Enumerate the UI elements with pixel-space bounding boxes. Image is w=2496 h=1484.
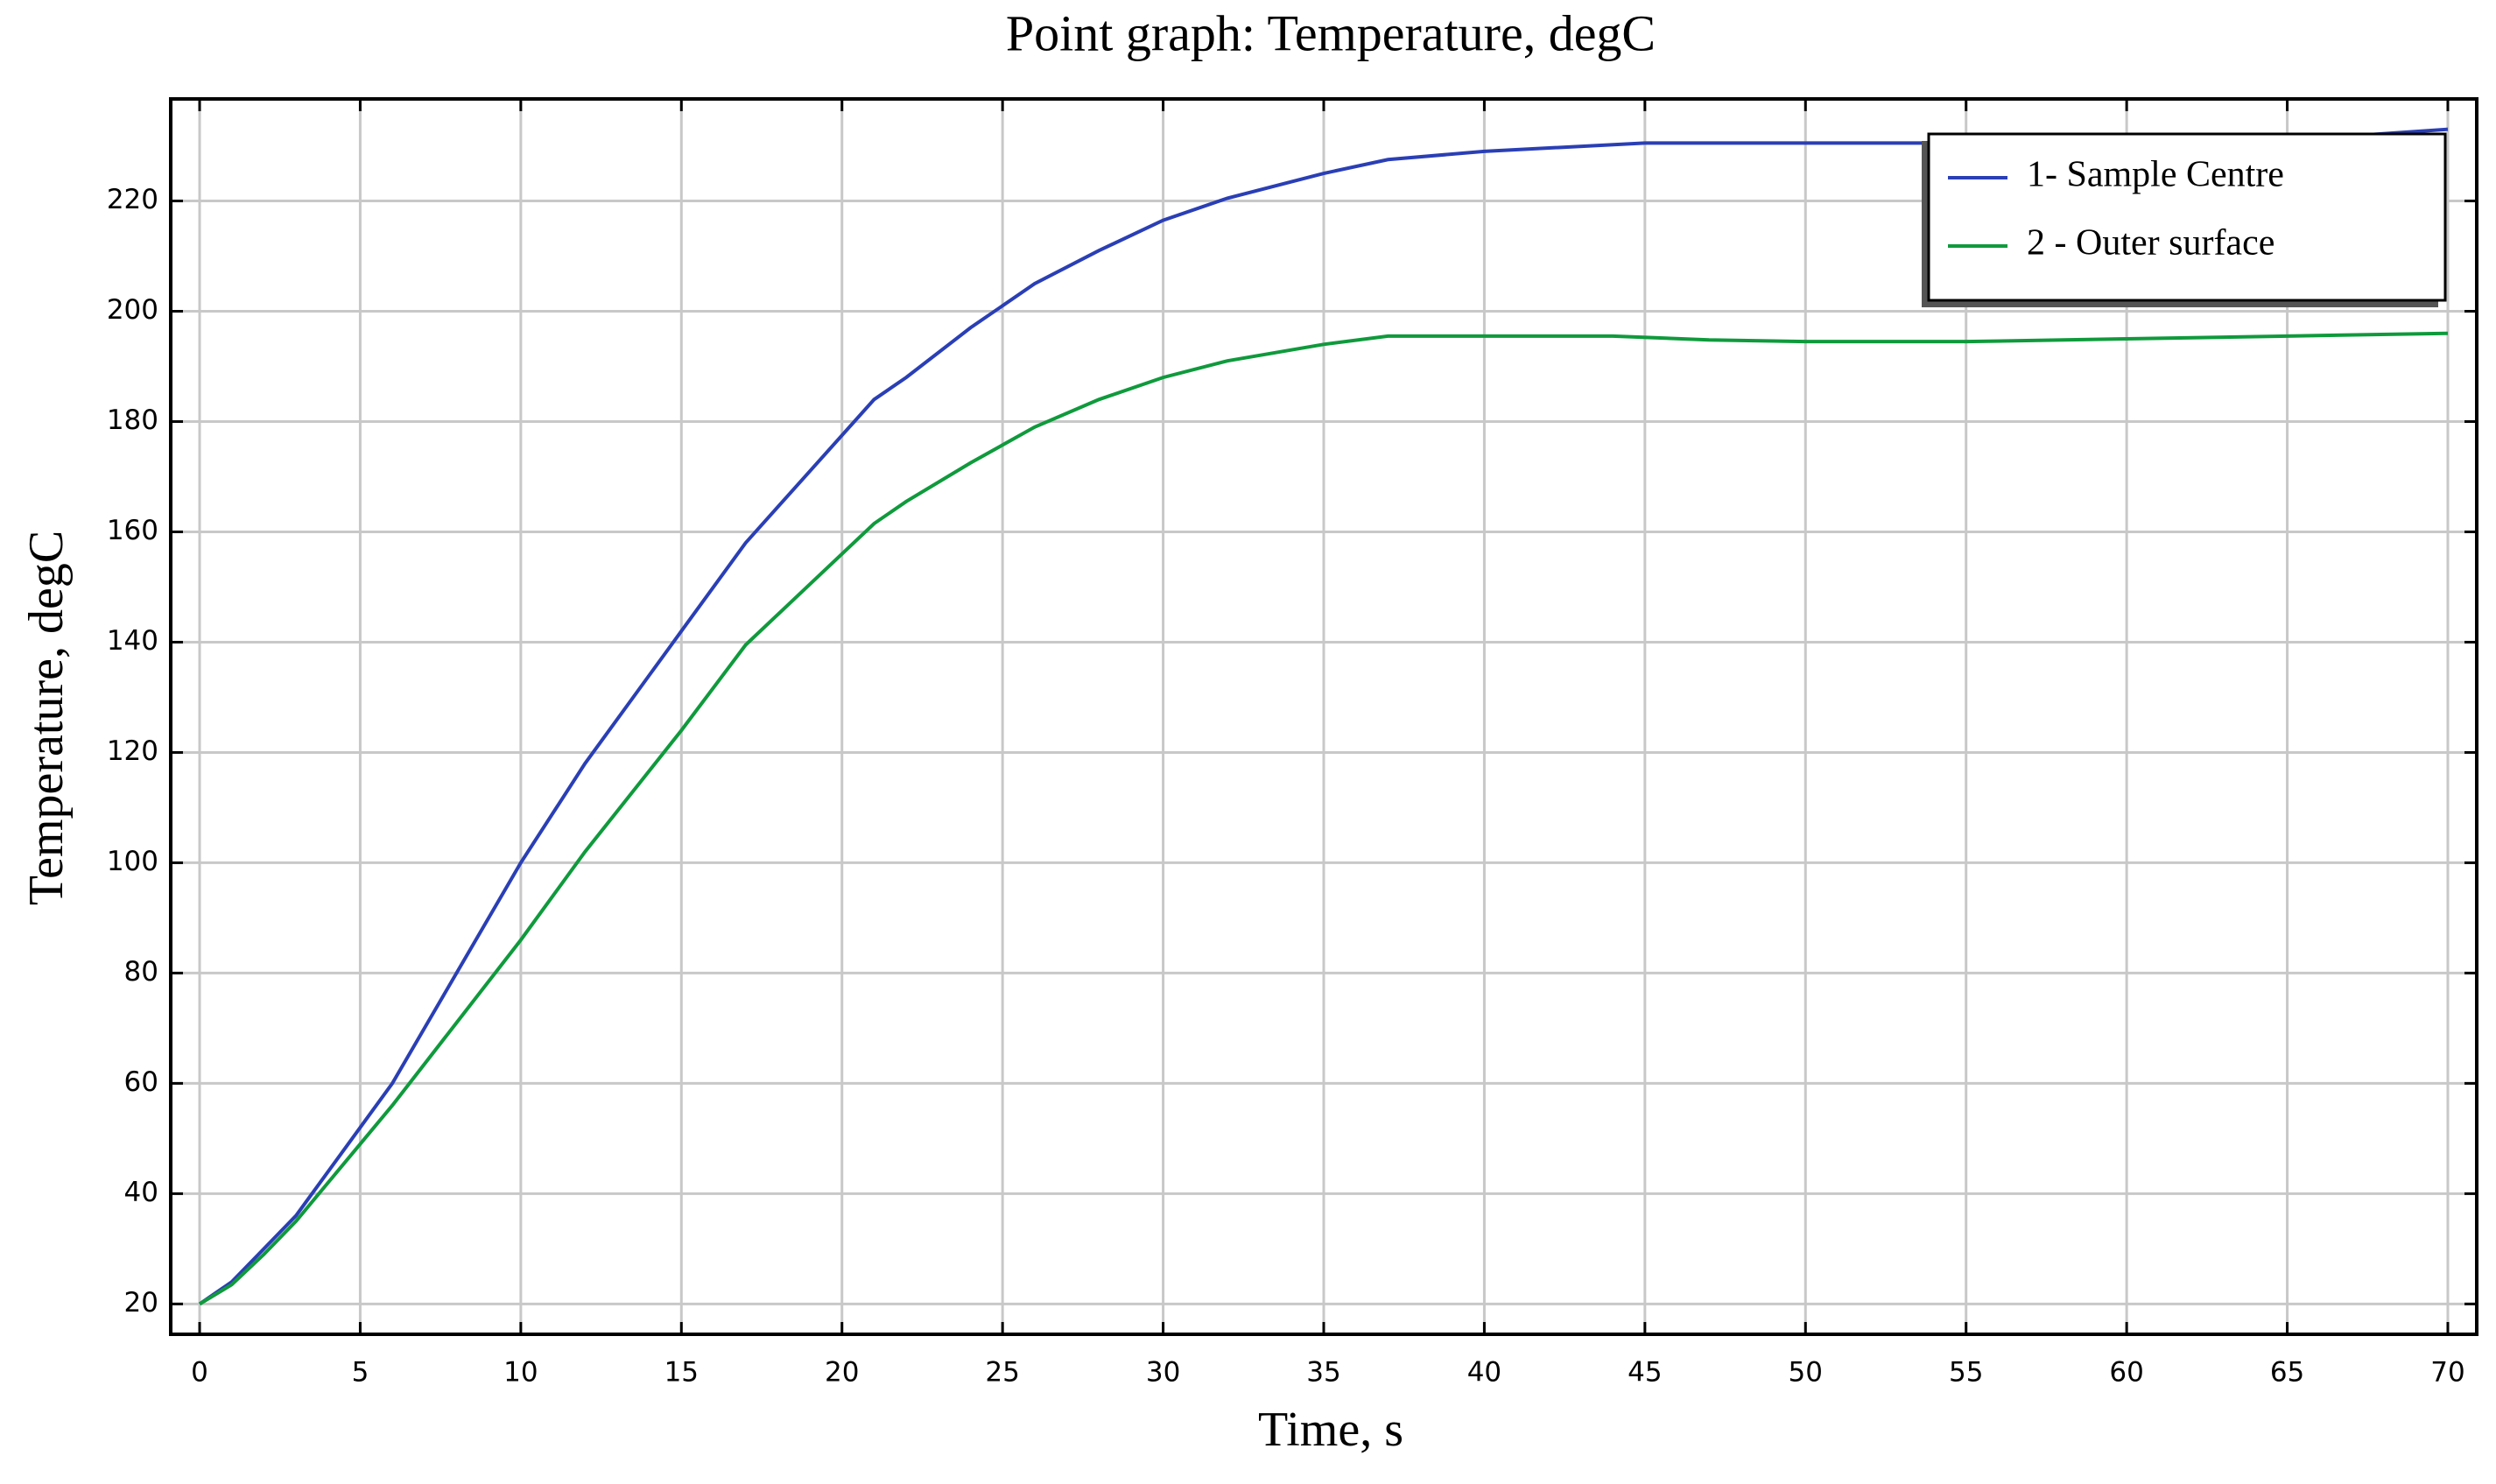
x-tick-label: 40 <box>1467 1357 1501 1389</box>
x-axis-label: Time, s <box>1258 1403 1403 1457</box>
plot-frame <box>169 97 2478 1336</box>
y-tick-label: 160 <box>107 515 158 546</box>
x-tick-label: 10 <box>503 1357 538 1389</box>
y-tick-label: 100 <box>107 846 158 877</box>
y-tick-label: 120 <box>107 735 158 767</box>
x-tick-label: 65 <box>2270 1357 2304 1389</box>
line-series <box>198 331 2449 1306</box>
chart-title: Point graph: Temperature, degC <box>1006 4 1656 61</box>
legend <box>1927 132 2447 302</box>
x-tick-label: 60 <box>2109 1357 2143 1389</box>
x-tick-label: 15 <box>664 1357 699 1389</box>
x-tick-label: 45 <box>1628 1357 1662 1389</box>
x-tick-label: 5 <box>352 1357 369 1389</box>
x-tick-label: 50 <box>1789 1357 1823 1389</box>
y-tick-label: 140 <box>107 625 158 657</box>
y-tick-label: 40 <box>124 1177 158 1208</box>
x-tick-label: 70 <box>2430 1357 2464 1389</box>
legend-label: 2 - Outer surface <box>2027 223 2275 264</box>
y-axis-label: Temperature, degC <box>19 531 74 905</box>
x-tick-label: 35 <box>1306 1357 1340 1389</box>
x-tick-label: 55 <box>1949 1357 1983 1389</box>
legend-label: 1- Sample Centre <box>2027 155 2284 195</box>
x-tick-label: 20 <box>825 1357 859 1389</box>
y-tick-label: 180 <box>107 404 158 436</box>
x-tick-label: 25 <box>985 1357 1019 1389</box>
x-tick-label: 0 <box>191 1357 208 1389</box>
x-tick-label: 30 <box>1146 1357 1180 1389</box>
y-tick-label: 200 <box>107 294 158 326</box>
y-tick-label: 60 <box>124 1066 158 1098</box>
y-tick-label: 20 <box>124 1287 158 1319</box>
line-series <box>198 127 2449 1305</box>
y-tick-label: 80 <box>124 956 158 988</box>
y-tick-label: 220 <box>107 184 158 215</box>
